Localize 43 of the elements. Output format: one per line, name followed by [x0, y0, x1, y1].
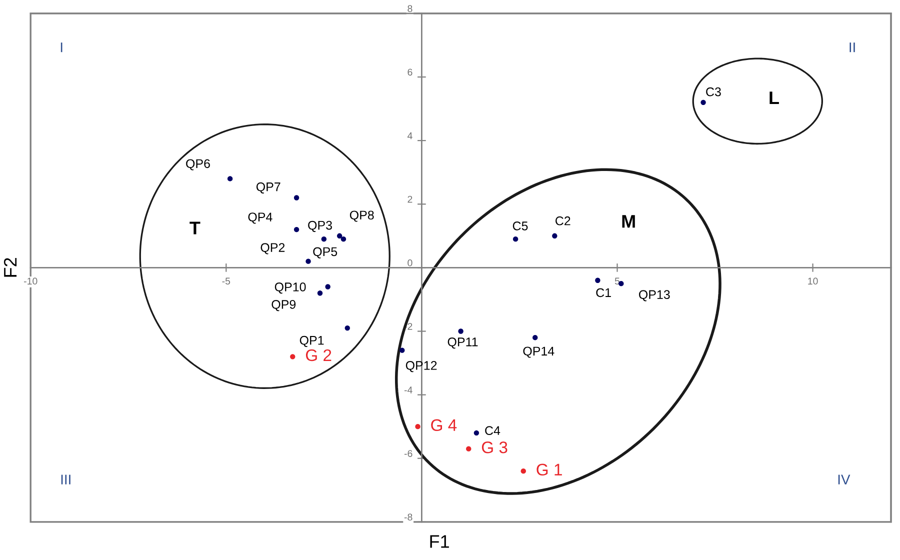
y-tick-label: 0: [408, 259, 412, 266]
y-tick-label: 8: [408, 5, 412, 12]
x-tick-label: 10: [808, 278, 818, 285]
annotation: QP7: [256, 182, 280, 194]
y-tick-label: 4: [407, 132, 412, 140]
x-tick-label: -10: [24, 278, 38, 285]
x-axis-title: F1: [430, 535, 449, 548]
x-tick-label: -5: [222, 278, 230, 285]
annotation: QP5: [313, 247, 338, 258]
annotation: QP6: [186, 159, 210, 170]
annotation: QP4: [248, 212, 272, 224]
annotation: C1: [596, 288, 611, 298]
annotation: M: [622, 215, 635, 228]
annotation: C4: [485, 426, 500, 436]
annotation: QP13: [639, 290, 670, 302]
y-tick-label: 6: [408, 68, 412, 76]
annotation: T: [190, 222, 200, 234]
y-tick-label: -8: [404, 514, 412, 521]
annotation: I: [60, 42, 62, 52]
annotation: C5: [512, 222, 528, 230]
annotation: QP9: [272, 300, 296, 312]
annotation: QP11: [448, 338, 478, 349]
annotation: III: [61, 474, 70, 484]
data-label: G 1: [536, 464, 562, 476]
y-tick-label: -6: [404, 450, 412, 457]
annotation: QP10: [274, 282, 306, 294]
annotation: C2: [556, 216, 570, 226]
annotation: L: [770, 92, 779, 104]
y-axis-title: F2: [4, 258, 17, 277]
data-label: G 2: [306, 349, 332, 362]
data-label: G 3: [482, 442, 508, 454]
y-tick-label: -4: [404, 386, 412, 394]
data-label: G 4: [431, 419, 457, 432]
y-tick-label: 2: [408, 196, 412, 203]
annotation: IV: [838, 474, 850, 484]
annotation: QP3: [308, 220, 332, 232]
annotation: C3: [706, 87, 721, 96]
annotation: QP14: [523, 346, 554, 358]
annotation: II: [850, 42, 855, 52]
annotation: QP1: [300, 336, 324, 348]
annotation: QP12: [406, 361, 437, 372]
annotation: QP2: [260, 243, 285, 254]
annotation: QP8: [350, 210, 374, 222]
